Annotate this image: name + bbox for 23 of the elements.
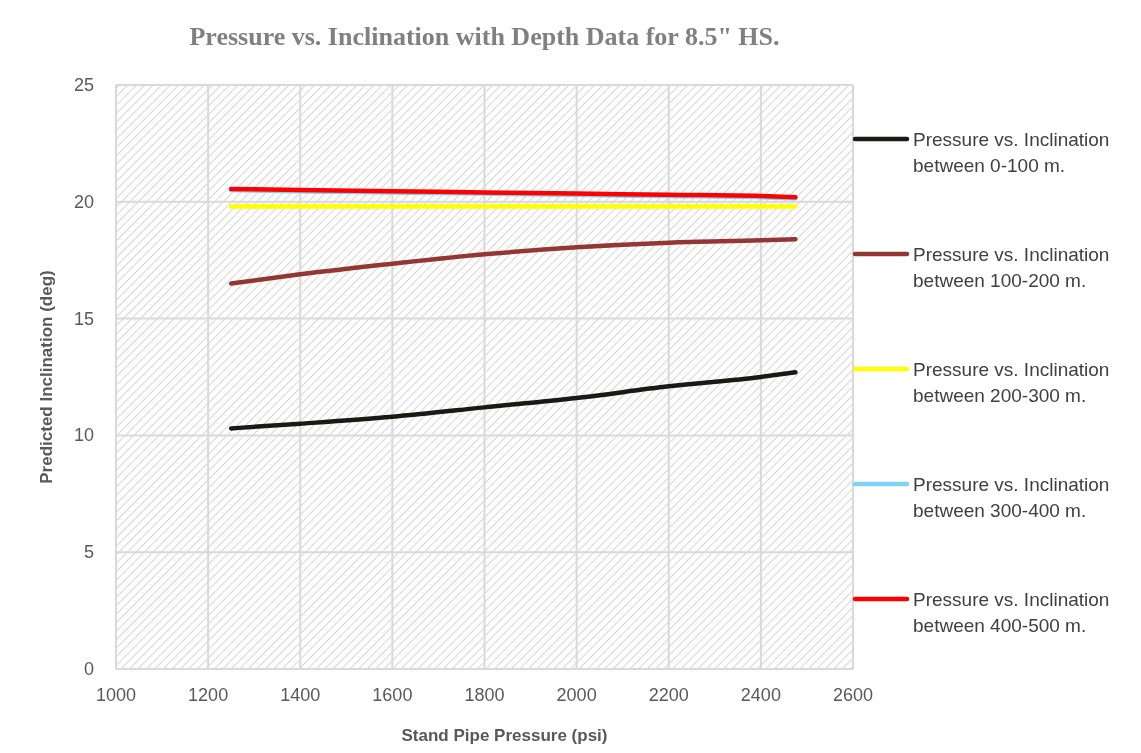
chart-title: Pressure vs. Inclination with Depth Data for 8.5" HS. [189,22,780,51]
x-tick-label: 1400 [280,685,321,705]
x-tick-label: 2400 [740,685,781,705]
x-tick-label: 2600 [832,685,874,705]
x-tick-label: 1600 [372,685,413,705]
legend-label: Pressure vs. Inclination between 300-400 m. [913,474,1110,521]
y-tick-label: 15 [73,308,94,329]
x-tick-label: 1200 [188,685,229,705]
x-axis-title: Stand Pipe Pressure (psi) [401,726,608,745]
legend-label: Pressure vs. Inclination between 0-100 m. [913,129,1110,176]
legend-label: Pressure vs. Inclination between 400-500 m. [913,589,1110,636]
x-tick-label: 1000 [95,685,137,705]
y-tick-label: 5 [83,542,94,563]
x-tick-label: 1800 [464,685,505,705]
x-tick-label: 2000 [556,685,597,705]
y-tick-label: 0 [83,659,94,679]
x-tick-label: 2200 [648,685,689,705]
legend-label: Pressure vs. Inclination between 200-300 m. [913,359,1110,406]
legend-label: Pressure vs. Inclination between 100-200 m. [913,244,1110,291]
y-axis-title: Predicted Inclination (deg) [37,270,56,484]
y-tick-label: 20 [73,191,94,212]
y-tick-label: 25 [73,75,94,95]
y-tick-label: 10 [73,425,94,446]
